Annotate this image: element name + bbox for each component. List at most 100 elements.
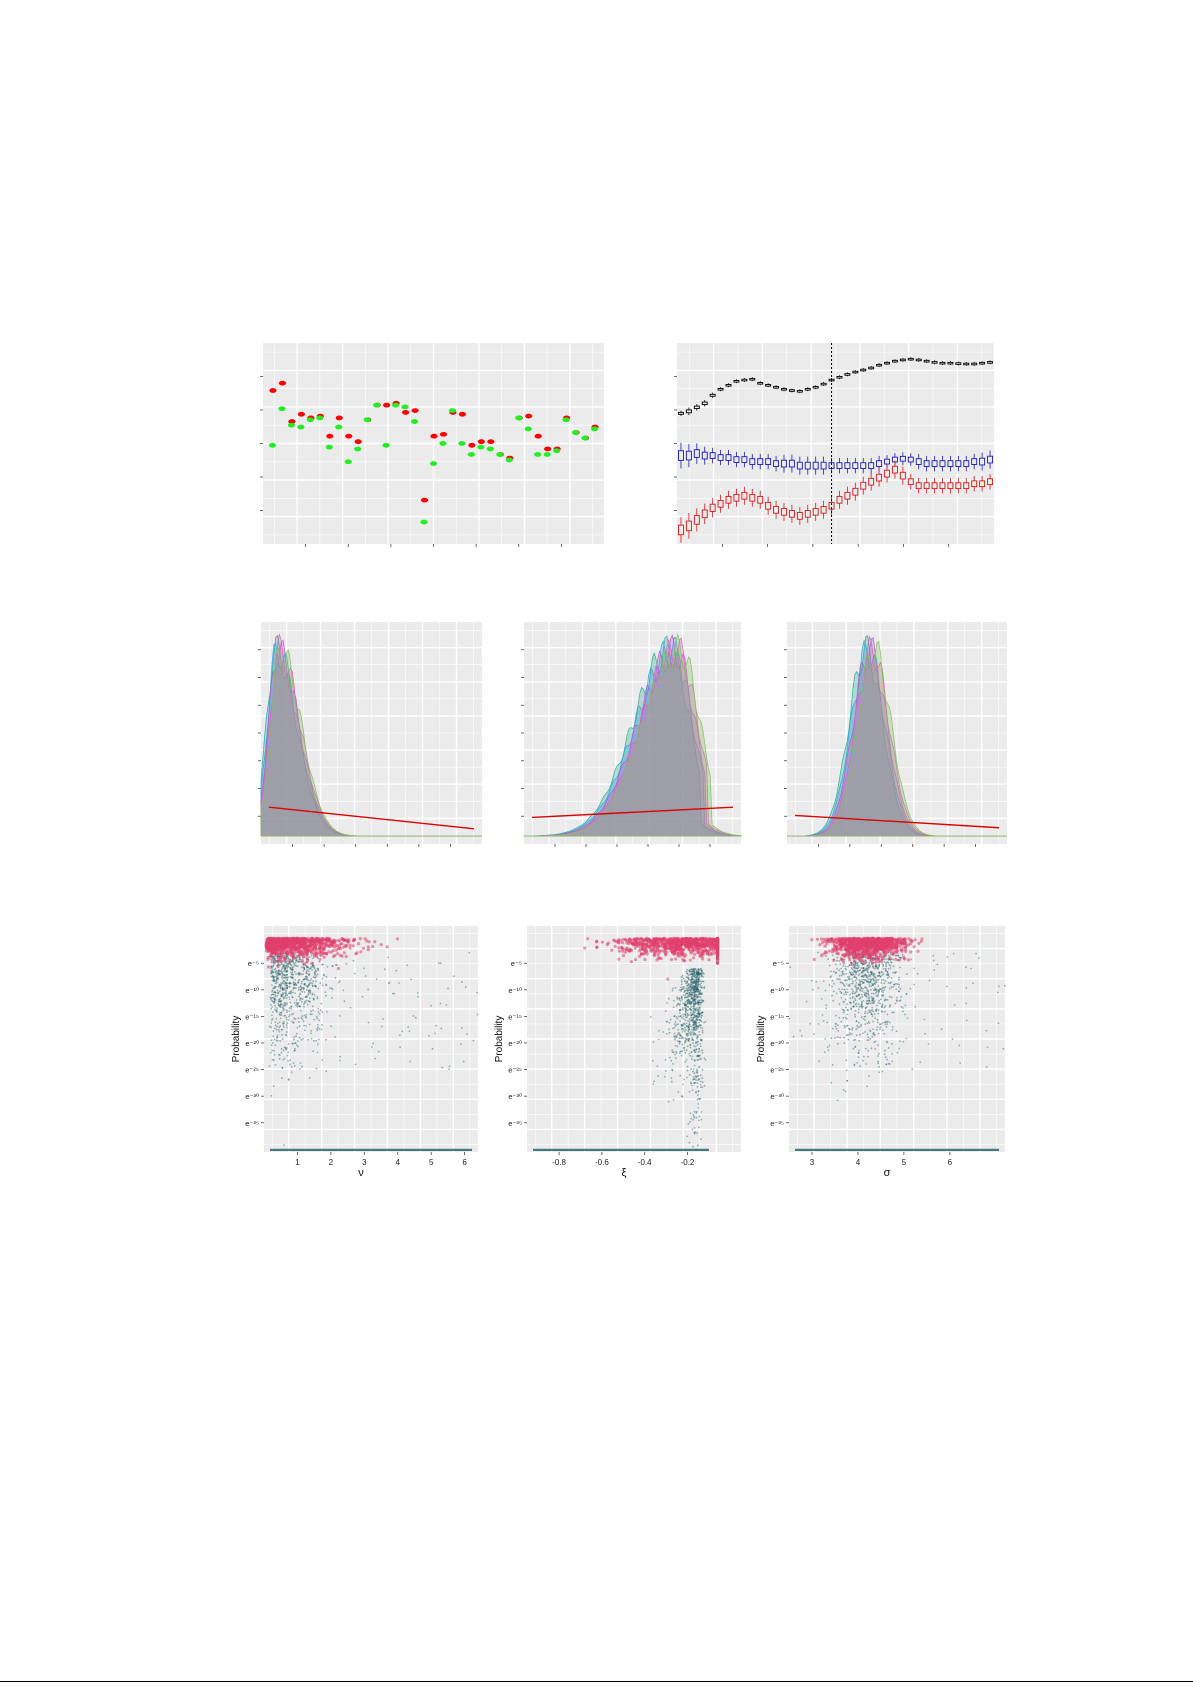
teal-point	[674, 1053, 676, 1056]
teal-point	[289, 959, 291, 962]
teal-point	[280, 999, 283, 1002]
teal-point	[691, 1038, 693, 1041]
pink-point	[366, 945, 370, 949]
teal-point	[972, 982, 974, 985]
green-point	[486, 446, 494, 452]
teal-point	[692, 972, 694, 974]
teal-point	[674, 1035, 677, 1037]
teal-point	[842, 1017, 845, 1019]
teal-point	[693, 1082, 696, 1084]
teal-point	[881, 1005, 883, 1008]
y-tick-label: e⁻¹⁰	[508, 986, 522, 995]
teal-point	[693, 988, 696, 991]
teal-point	[325, 1038, 327, 1041]
teal-point	[701, 1031, 704, 1034]
teal-point	[682, 987, 685, 990]
teal-point	[687, 977, 690, 980]
teal-point	[701, 970, 703, 972]
teal-point	[698, 1001, 701, 1004]
pink-point	[678, 944, 683, 948]
pink-point	[617, 949, 621, 953]
teal-point	[886, 973, 888, 976]
pink-point	[294, 937, 299, 941]
teal-point	[291, 973, 293, 976]
teal-point	[704, 1020, 707, 1023]
teal-point	[277, 977, 280, 979]
teal-point	[293, 983, 296, 986]
teal-point	[673, 1026, 676, 1029]
teal-point	[865, 1002, 868, 1005]
teal-point	[693, 999, 696, 1002]
teal-point	[338, 980, 341, 982]
teal-point	[273, 1000, 275, 1003]
teal-point	[845, 1006, 847, 1009]
teal-point	[298, 971, 300, 974]
teal-point	[295, 1004, 297, 1006]
teal-point	[694, 1081, 697, 1084]
teal-point	[288, 992, 291, 994]
teal-point	[863, 1012, 866, 1015]
teal-point	[693, 1026, 695, 1029]
teal-point	[272, 971, 275, 974]
box	[987, 361, 993, 364]
teal-point	[697, 1094, 699, 1096]
teal-point	[666, 1020, 668, 1023]
teal-point	[698, 1013, 701, 1015]
pink-point	[652, 953, 657, 957]
teal-point	[697, 999, 699, 1002]
teal-point	[318, 1028, 321, 1030]
pink-point	[682, 959, 686, 963]
teal-point	[306, 1003, 309, 1006]
teal-point	[885, 1063, 888, 1065]
teal-point	[828, 964, 831, 967]
teal-point	[673, 1015, 676, 1017]
teal-point	[281, 973, 284, 975]
teal-point	[812, 1033, 815, 1035]
teal-point	[700, 986, 703, 989]
teal-point	[690, 1084, 693, 1087]
teal-point	[684, 989, 686, 992]
teal-point	[277, 972, 279, 975]
teal-point	[295, 984, 298, 987]
teal-point	[678, 1040, 681, 1043]
teal-point	[696, 1059, 699, 1061]
teal-point	[686, 972, 689, 975]
teal-point	[676, 1017, 679, 1020]
teal-point	[675, 1016, 678, 1019]
teal-point	[693, 999, 695, 1002]
teal-point	[304, 996, 307, 998]
box	[812, 508, 819, 516]
pink-point	[279, 956, 283, 960]
teal-point	[693, 1028, 696, 1031]
teal-point	[692, 1068, 695, 1071]
teal-point	[975, 952, 977, 955]
teal-point	[693, 1008, 696, 1011]
teal-point	[693, 1082, 695, 1084]
teal-point	[857, 987, 860, 990]
teal-point	[823, 1051, 826, 1054]
box	[963, 362, 970, 366]
teal-point	[698, 973, 700, 975]
teal-point	[862, 982, 864, 984]
teal-point	[294, 1042, 297, 1044]
teal-point	[284, 995, 287, 998]
teal-point	[299, 1062, 302, 1064]
teal-point	[837, 1030, 840, 1032]
teal-point	[699, 991, 701, 994]
teal-point	[905, 993, 908, 995]
teal-point	[690, 995, 693, 998]
teal-point	[690, 1001, 693, 1004]
teal-point	[849, 997, 852, 1000]
teal-point	[878, 1052, 880, 1055]
teal-point	[877, 1060, 879, 1063]
teal-point	[303, 983, 306, 986]
pink-point	[305, 960, 309, 964]
density-curve	[524, 633, 742, 837]
teal-point	[698, 990, 701, 993]
teal-point	[867, 1020, 870, 1023]
teal-point	[288, 1015, 290, 1018]
teal-point	[305, 978, 308, 981]
probability-xi-panel: -0.8 -0.6 -0.4 -0.2e⁻⁵e⁻¹⁰e⁻¹⁵e⁻²⁰e⁻²⁵e⁻³⁰e…	[494, 926, 741, 1179]
pink-point	[652, 950, 656, 954]
pink-point	[276, 964, 280, 969]
